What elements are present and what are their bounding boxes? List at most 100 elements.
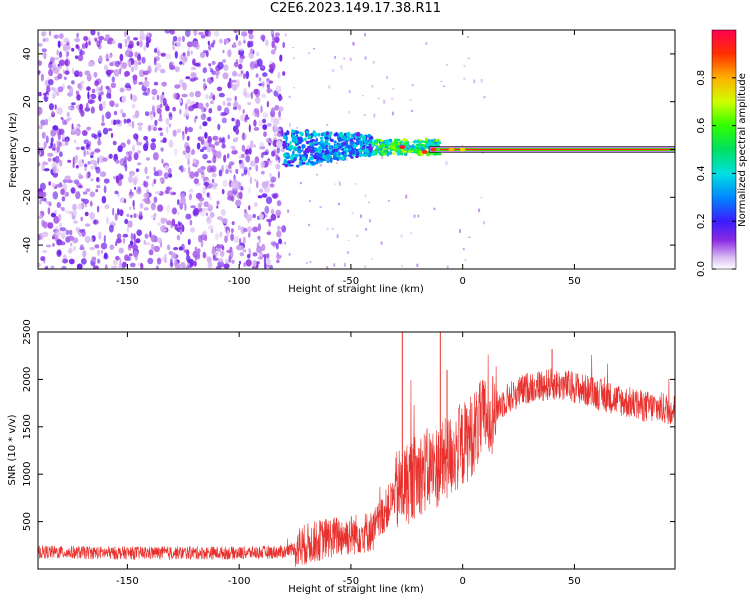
heatmap-cell xyxy=(425,42,428,45)
heatmap-cell xyxy=(135,168,140,173)
heatmap-cell xyxy=(309,161,314,164)
heatmap-cell xyxy=(409,157,412,159)
heatmap-cell xyxy=(341,151,345,155)
heatmap-cell xyxy=(172,92,178,100)
heatmap-cell xyxy=(266,253,270,259)
heatmap-cell xyxy=(238,159,243,163)
heatmap-cell xyxy=(185,265,189,269)
heatmap-cell xyxy=(367,152,372,158)
heatmap-cell xyxy=(162,137,167,144)
heatmap-cell xyxy=(377,97,380,99)
heatmap-cell xyxy=(347,144,352,149)
heatmap-cell xyxy=(114,190,119,195)
heatmap-cell xyxy=(208,79,212,85)
heatmap-cell xyxy=(57,40,61,48)
heatmap-cell xyxy=(164,30,171,34)
heatmap-cell xyxy=(434,152,437,156)
heatmap-cell xyxy=(356,137,361,141)
heatmap-cell xyxy=(185,213,192,220)
heatmap-cell xyxy=(271,150,275,157)
heatmap-cell xyxy=(88,40,91,46)
heatmap-cell xyxy=(405,194,408,199)
heatmap-cell xyxy=(51,183,56,188)
heatmap-cell xyxy=(122,233,129,238)
heatmap-cell xyxy=(60,188,65,195)
heatmap-cell xyxy=(351,212,354,215)
heatmap-cell xyxy=(112,259,118,266)
heatmap-cell xyxy=(136,162,142,166)
heatmap-cell xyxy=(199,200,203,205)
heatmap-cell xyxy=(227,49,232,58)
heatmap-cell xyxy=(186,99,191,105)
heatmap-cell xyxy=(40,256,45,262)
heatmap-cell xyxy=(131,244,139,250)
heatmap-cell xyxy=(178,246,184,251)
heatmap-cell xyxy=(158,118,163,122)
heatmap-cell xyxy=(288,95,291,98)
heatmap-cell xyxy=(59,221,63,230)
heatmap-cell xyxy=(238,191,243,200)
heatmap-cell xyxy=(42,250,48,253)
heatmap-cell xyxy=(115,255,120,261)
heatmap-cell xyxy=(204,30,209,37)
heatmap-cell xyxy=(128,253,133,257)
heatmap-cell xyxy=(132,199,135,208)
heatmap-cell xyxy=(202,186,206,195)
heatmap-cell xyxy=(121,62,128,69)
heatmap-cell xyxy=(206,165,213,173)
heatmap-cell xyxy=(340,65,343,68)
heatmap-cell xyxy=(242,249,247,253)
heatmap-cell xyxy=(174,66,180,73)
heatmap-cell xyxy=(359,214,362,218)
heatmap-cell xyxy=(75,44,79,49)
heatmap-cell xyxy=(205,93,209,100)
heatmap-cell xyxy=(108,153,113,159)
heatmap-cell xyxy=(41,219,45,227)
heatmap-cell xyxy=(311,146,315,151)
heatmap-cell xyxy=(414,148,419,152)
heatmap-cell xyxy=(79,103,83,111)
heatmap-cell xyxy=(130,214,133,218)
heatmap-cell xyxy=(84,235,91,244)
heatmap-cell xyxy=(151,105,156,113)
heatmap-cell xyxy=(272,33,275,42)
heatmap-cell xyxy=(348,111,351,114)
heatmap-cell xyxy=(47,152,54,157)
heatmap-cell xyxy=(320,132,324,137)
snr-ylabel: SNR (10 * v/v) xyxy=(7,414,18,485)
heatmap-cell xyxy=(156,107,162,114)
heatmap-cell xyxy=(265,258,271,266)
heatmap-cell xyxy=(313,48,315,50)
heatmap-cell xyxy=(409,99,412,101)
spectrogram-ylabel: Frequency (Hz) xyxy=(8,112,19,188)
heatmap-cell xyxy=(202,78,206,83)
spectrogram-heatmap xyxy=(38,30,675,269)
heatmap-cell xyxy=(467,36,469,38)
heatmap-cell xyxy=(74,73,79,78)
heatmap-cell xyxy=(270,208,275,215)
heatmap-cell xyxy=(154,69,157,73)
heatmap-cell xyxy=(216,243,221,249)
snr-panel: -150 -100 -50 0 50 500 1000 1500 2000 2500 Height… xyxy=(7,319,676,595)
heatmap-cell xyxy=(214,141,220,146)
heatmap-cell xyxy=(285,135,288,142)
heatmap-cell xyxy=(391,152,396,155)
heatmap-cell xyxy=(105,34,110,39)
heatmap-cell xyxy=(61,196,66,202)
heatmap-cell xyxy=(354,183,357,185)
heatmap-cell xyxy=(298,160,304,166)
heatmap-cell xyxy=(368,146,374,152)
heatmap-cell xyxy=(107,128,113,132)
heatmap-cell xyxy=(119,87,125,93)
heatmap-cell xyxy=(102,100,106,109)
heatmap-cell xyxy=(112,175,117,180)
heatmap-cell xyxy=(124,254,129,261)
heatmap-cell xyxy=(249,176,253,185)
heatmap-cell xyxy=(143,192,150,199)
heatmap-cell xyxy=(177,199,180,206)
heatmap-cell xyxy=(227,190,234,198)
heatmap-cell xyxy=(68,258,75,265)
heatmap-cell xyxy=(309,156,314,161)
heatmap-cell xyxy=(411,109,414,112)
heatmap-cell xyxy=(309,133,314,137)
